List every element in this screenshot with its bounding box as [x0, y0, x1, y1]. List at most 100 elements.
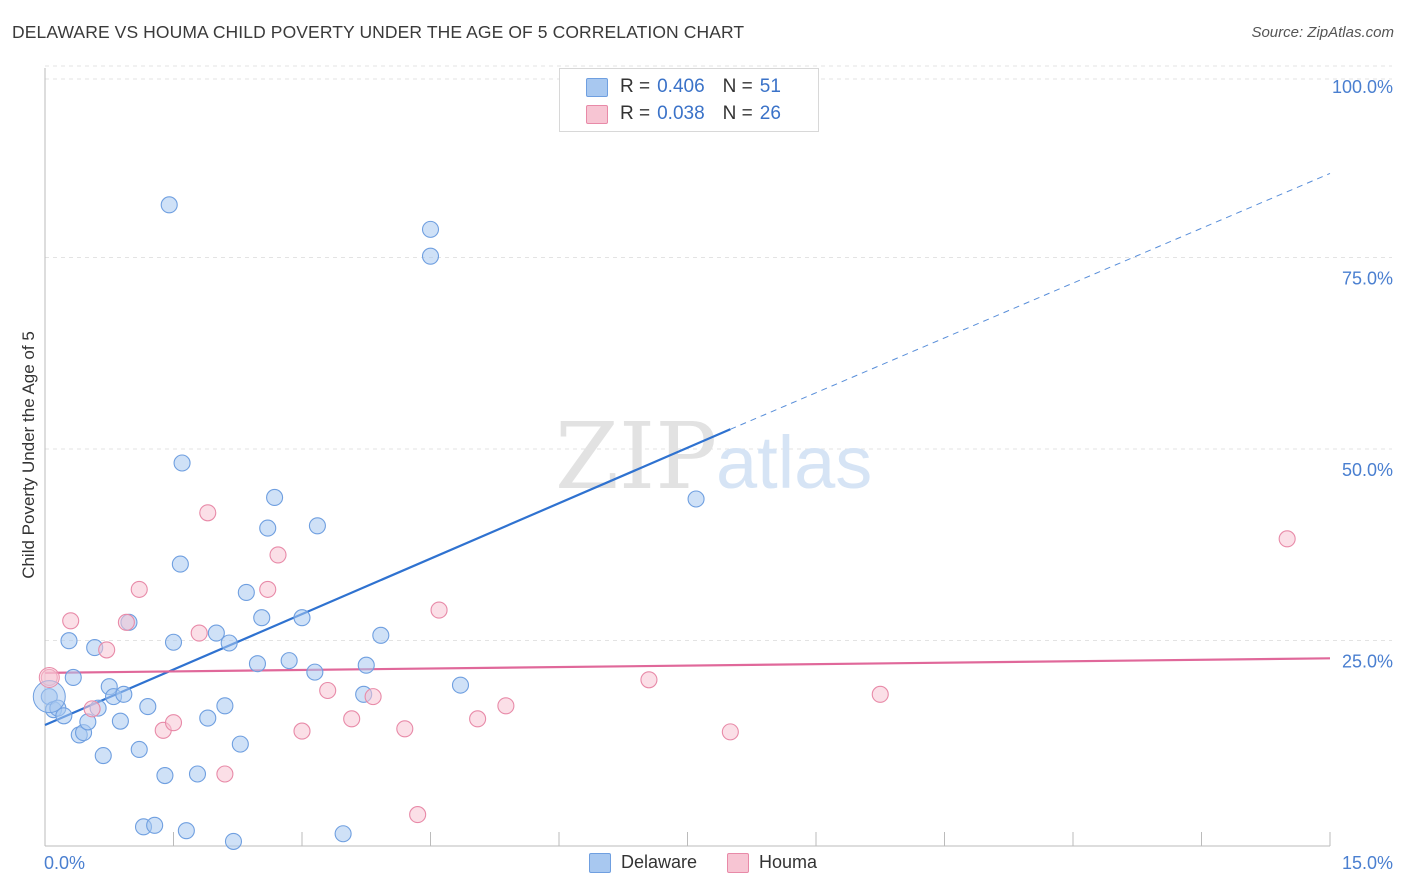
legend-r-value: 0.406: [657, 76, 705, 97]
data-point-delaware: [173, 454, 191, 472]
data-point-delaware: [199, 709, 217, 727]
data-point-houma: [130, 580, 148, 598]
data-point-delaware: [60, 632, 78, 650]
data-point-houma: [364, 688, 382, 706]
series-name-delaware: Delaware: [620, 852, 697, 872]
data-point-delaware: [308, 517, 326, 535]
data-point-houma: [117, 613, 135, 631]
series-legend-houma: Houma: [727, 852, 817, 873]
data-point-houma: [269, 546, 287, 564]
chart-title: DELAWARE VS HOUMA CHILD POVERTY UNDER TH…: [12, 22, 745, 42]
legend-r-label: R =: [620, 76, 651, 97]
data-point-delaware: [171, 555, 189, 573]
data-point-delaware: [253, 609, 271, 627]
data-point-houma: [164, 714, 183, 732]
data-point-delaware: [220, 634, 238, 652]
data-point-delaware: [451, 676, 470, 694]
data-point-delaware: [55, 707, 73, 725]
legend-row-houma: R = 0.038 N = 26: [586, 102, 781, 126]
data-point-delaware: [164, 633, 183, 651]
y-tick-label: 100.0%: [1332, 77, 1393, 97]
data-point-delaware: [115, 685, 133, 703]
data-point-delaware: [372, 626, 390, 644]
data-point-delaware: [280, 652, 298, 670]
data-point-delaware: [156, 766, 174, 785]
trend-line-delaware: [44, 428, 731, 726]
data-point-houma: [98, 641, 116, 659]
series-name-houma: Houma: [759, 852, 818, 872]
legend-r-value: 0.038: [657, 103, 705, 124]
data-point-cluster: [38, 666, 60, 688]
data-point-delaware: [139, 698, 157, 716]
legend: R = 0.406 N = 51 R = 0.038 N = 26: [559, 68, 819, 132]
data-point-houma: [259, 580, 277, 598]
data-point-houma: [396, 720, 414, 738]
series-legend: Delaware Houma: [0, 852, 1406, 873]
trend-line-delaware-extension: [730, 172, 1331, 430]
data-point-houma: [1278, 530, 1296, 548]
y-axis-label: Child Poverty Under the Age of 5: [19, 331, 38, 579]
data-point-delaware: [216, 697, 234, 715]
data-point-houma: [199, 504, 217, 522]
x-tick-label: 15.0%: [1342, 853, 1393, 873]
series-legend-delaware: Delaware: [588, 852, 697, 873]
chart-source: Source: ZipAtlas.com: [1251, 24, 1394, 41]
data-point-delaware: [357, 656, 375, 674]
data-point-houma: [497, 697, 515, 715]
data-point-delaware: [224, 832, 243, 850]
legend-n-value: 26: [759, 103, 781, 124]
series-swatch-delaware: [588, 852, 611, 873]
y-tick-label: 50.0%: [1342, 460, 1393, 480]
grid-lines: [45, 65, 1392, 641]
y-tick-label: 25.0%: [1342, 652, 1393, 672]
series-swatch-houma: [727, 852, 749, 873]
data-point-delaware: [259, 519, 277, 537]
data-point-delaware: [64, 668, 82, 687]
data-point-delaware: [421, 247, 440, 265]
data-point-houma: [62, 612, 80, 630]
legend-n-label: N =: [722, 76, 753, 97]
data-point-delaware: [130, 740, 148, 759]
data-point-houma: [871, 685, 889, 703]
data-point-houma: [430, 601, 448, 619]
tick-labels: 25.0% 50.0% 75.0% 100.0% 0.0% 15.0%: [44, 77, 1393, 873]
trend-line-houma: [44, 657, 1331, 674]
data-point-delaware: [231, 735, 249, 753]
data-point-delaware: [266, 488, 284, 507]
data-point-houma: [293, 722, 311, 740]
data-point-delaware: [111, 712, 129, 730]
legend-r-label: R =: [620, 103, 651, 124]
data-point-houma: [190, 624, 208, 642]
data-point-delaware: [421, 220, 440, 238]
y-tick-label: 75.0%: [1342, 269, 1393, 289]
legend-swatch-houma: [586, 104, 608, 124]
legend-n-value: 51: [759, 76, 781, 97]
watermark: ZIP atlas: [555, 403, 872, 510]
data-point-houma: [216, 765, 234, 783]
data-point-delaware: [687, 490, 705, 508]
watermark-atlas: atlas: [716, 421, 872, 504]
data-point-delaware: [237, 583, 255, 602]
data-point-delaware: [94, 747, 112, 765]
axes: [44, 68, 1331, 847]
data-point-delaware: [334, 825, 352, 843]
data-points: [32, 196, 1296, 850]
data-point-houma: [83, 700, 101, 718]
data-point-delaware: [188, 765, 207, 783]
data-point-delaware: [146, 816, 164, 834]
data-point-houma: [721, 723, 739, 741]
x-tick-label: 0.0%: [44, 853, 85, 873]
data-point-houma: [319, 681, 337, 700]
data-point-delaware: [160, 196, 178, 214]
legend-swatch-delaware: [586, 77, 608, 97]
legend-row-delaware: R = 0.406 N = 51: [586, 75, 781, 99]
legend-n-label: N =: [722, 103, 753, 124]
data-point-delaware: [207, 624, 225, 642]
data-point-delaware: [293, 609, 311, 627]
data-point-houma: [343, 710, 361, 728]
data-point-houma: [640, 671, 658, 689]
data-point-delaware: [306, 663, 324, 681]
data-point-delaware: [177, 822, 195, 840]
data-point-houma: [469, 710, 487, 728]
